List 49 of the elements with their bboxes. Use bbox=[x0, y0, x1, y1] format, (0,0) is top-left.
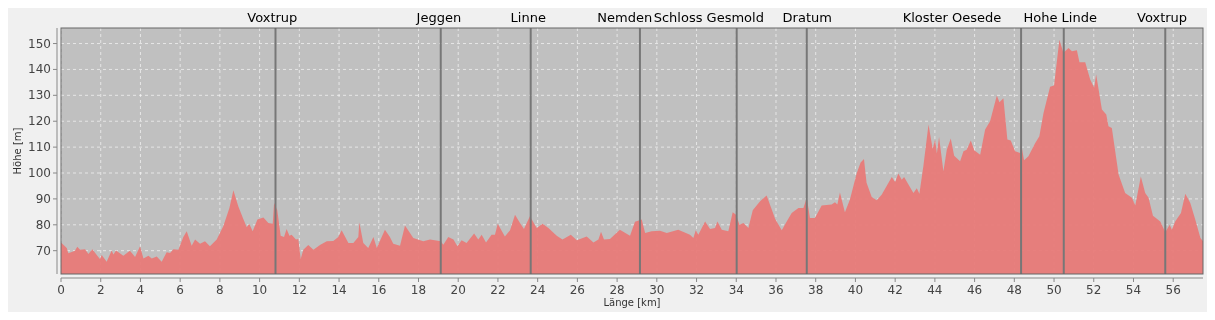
x-tick-label: 48 bbox=[1006, 283, 1022, 297]
x-tick-label: 46 bbox=[966, 283, 983, 297]
x-tick-label: 26 bbox=[569, 283, 586, 297]
ref-line-label: Schloss Gesmold bbox=[653, 10, 764, 25]
ref-line-label: Jeggen bbox=[415, 10, 462, 25]
x-tick-label: 38 bbox=[808, 283, 824, 297]
y-tick-label: 80 bbox=[35, 217, 51, 232]
x-tick-label: 6 bbox=[176, 283, 184, 297]
x-tick-label: 42 bbox=[887, 283, 903, 297]
y-tick-label: 110 bbox=[28, 140, 51, 155]
x-tick-label: 52 bbox=[1086, 283, 1102, 297]
y-tick-label: 120 bbox=[28, 114, 51, 129]
x-tick-label: 12 bbox=[291, 283, 307, 297]
ref-line-label: Kloster Oesede bbox=[902, 10, 1002, 25]
ref-line-label: Voxtrup bbox=[1137, 10, 1188, 25]
x-tick-label: 20 bbox=[450, 283, 466, 297]
x-tick-label: 10 bbox=[251, 283, 268, 297]
x-tick-label: 50 bbox=[1046, 283, 1062, 297]
x-tick-label: 32 bbox=[688, 283, 705, 297]
ref-line-label: Nemden bbox=[597, 10, 653, 25]
y-tick-label: 150 bbox=[28, 36, 51, 51]
x-tick-label: 34 bbox=[728, 283, 744, 297]
y-tick-label: 140 bbox=[28, 62, 51, 77]
x-tick-label: 28 bbox=[609, 283, 625, 297]
x-tick-label: 22 bbox=[490, 283, 506, 297]
x-tick-label: 0 bbox=[57, 283, 65, 297]
ref-line-label: Hohe Linde bbox=[1023, 10, 1097, 25]
x-tick-label: 56 bbox=[1165, 283, 1181, 297]
x-tick-label: 2 bbox=[96, 283, 105, 297]
x-tick-label: 36 bbox=[768, 283, 784, 297]
x-tick-label: 8 bbox=[216, 283, 224, 297]
y-tick-label: 70 bbox=[35, 243, 51, 258]
ref-line-label: Dratum bbox=[782, 10, 832, 25]
x-tick-label: 18 bbox=[410, 283, 427, 297]
y-tick-label: 90 bbox=[35, 191, 51, 206]
x-tick-label: 24 bbox=[530, 283, 546, 297]
x-tick-label: 54 bbox=[1125, 283, 1142, 297]
ref-line-label: Linne bbox=[510, 10, 546, 25]
x-tick-label: 14 bbox=[331, 283, 347, 297]
x-tick-label: 44 bbox=[927, 283, 943, 297]
y-axis-title: Höhe [m] bbox=[12, 127, 23, 175]
ref-line-label: Voxtrup bbox=[247, 10, 298, 25]
y-tick-label: 130 bbox=[28, 88, 51, 103]
x-tick-label: 40 bbox=[847, 283, 864, 297]
y-tick-label: 100 bbox=[28, 166, 51, 181]
x-axis-title: Länge [km] bbox=[603, 297, 661, 308]
x-tick-label: 4 bbox=[136, 283, 145, 297]
x-tick-label: 16 bbox=[371, 283, 387, 297]
x-tick-label: 30 bbox=[649, 283, 665, 297]
